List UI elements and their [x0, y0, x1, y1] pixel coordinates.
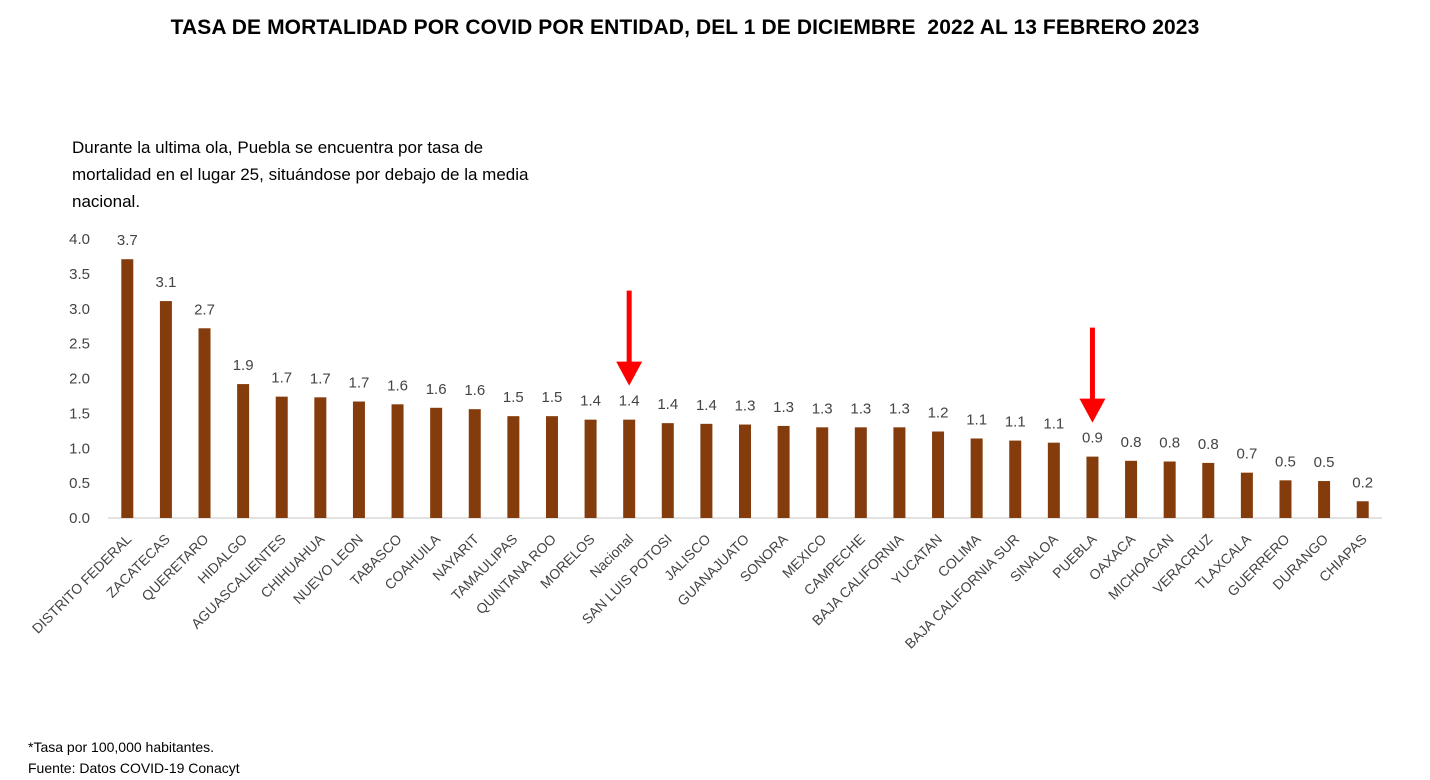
bar — [584, 419, 597, 518]
bar — [854, 427, 867, 518]
bar — [430, 407, 443, 518]
bar — [198, 328, 211, 518]
data-label: 2.7 — [194, 301, 215, 318]
bar — [1047, 442, 1060, 518]
bar — [1163, 461, 1176, 518]
data-label: 0.8 — [1121, 434, 1142, 451]
bar — [1125, 460, 1138, 518]
data-label: 1.1 — [1043, 416, 1064, 433]
data-label: 1.6 — [387, 377, 408, 394]
data-label: 3.7 — [117, 232, 138, 249]
y-tick-label: 3.0 — [69, 301, 90, 318]
data-label: 1.7 — [310, 370, 331, 387]
bar — [1009, 440, 1022, 518]
bar — [661, 423, 674, 518]
data-label: 1.3 — [889, 400, 910, 417]
bar — [739, 424, 751, 518]
y-tick-label: 1.0 — [69, 440, 90, 457]
data-label: 1.4 — [619, 393, 640, 410]
data-label: 1.4 — [580, 393, 601, 410]
data-label: 3.1 — [155, 274, 176, 291]
highlight-arrows — [616, 290, 1106, 423]
category-labels: DISTRITO FEDERALZACATECASQUERETAROHIDALG… — [29, 530, 1370, 651]
data-label: 1.7 — [349, 375, 370, 392]
data-label: 1.3 — [850, 400, 871, 417]
data-label: 1.6 — [426, 381, 447, 398]
highlight-arrow-head — [616, 361, 643, 386]
bar — [1240, 472, 1253, 518]
bar — [1086, 456, 1099, 518]
data-label: 0.8 — [1198, 436, 1219, 453]
y-tick-label: 0.0 — [69, 510, 90, 527]
bar — [1356, 501, 1369, 518]
data-label: 0.9 — [1082, 430, 1103, 447]
bar-chart: 0.0 0.5 1.0 1.5 2.0 2.5 3.0 3.5 4.0 3.7 3.1 2.7 1.9… — [29, 231, 1382, 652]
bar — [391, 404, 404, 518]
data-label: 1.3 — [735, 398, 756, 415]
bars — [121, 259, 1369, 518]
highlight-arrow-head — [1079, 398, 1106, 423]
footnote: *Tasa por 100,000 habitantes. Fuente: Da… — [28, 737, 240, 779]
y-axis: 0.0 0.5 1.0 1.5 2.0 2.5 3.0 3.5 4.0 — [69, 231, 1382, 527]
chart-annotation: Durante la ultima ola, Puebla se encuent… — [72, 138, 529, 211]
bar — [777, 425, 790, 518]
bar — [893, 427, 906, 518]
bar — [1202, 462, 1215, 518]
bar — [159, 301, 172, 518]
bar — [1279, 480, 1292, 518]
chart-title: TASA DE MORTALIDAD POR COVID POR ENTIDAD… — [170, 16, 1200, 39]
bar — [121, 259, 134, 518]
data-label: 1.6 — [464, 382, 485, 399]
data-label: 1.1 — [966, 411, 987, 428]
bar — [507, 416, 520, 518]
data-label: 0.5 — [1314, 454, 1335, 471]
y-tick-label: 2.5 — [69, 336, 90, 353]
bar — [700, 423, 713, 518]
data-label: 0.7 — [1236, 446, 1257, 463]
data-label: 0.5 — [1275, 453, 1296, 470]
data-label: 1.4 — [696, 397, 717, 414]
bar — [970, 438, 983, 518]
bar — [816, 427, 829, 518]
bar — [468, 409, 481, 518]
data-label: 0.2 — [1352, 474, 1373, 491]
bar — [237, 384, 250, 518]
y-tick-label: 4.0 — [69, 231, 90, 248]
bar — [1318, 481, 1331, 518]
category-label: QUERETARO — [138, 531, 211, 604]
data-label: 1.1 — [1005, 414, 1026, 431]
data-label: 0.8 — [1159, 435, 1180, 452]
data-label: 1.5 — [503, 389, 524, 406]
data-label: 1.9 — [233, 357, 254, 374]
bar — [932, 431, 945, 518]
data-label: 1.7 — [271, 370, 292, 387]
data-label: 1.3 — [812, 400, 833, 417]
bar — [352, 401, 365, 518]
bar — [314, 397, 327, 518]
data-label: 1.2 — [928, 405, 949, 422]
data-labels: 3.7 3.1 2.7 1.9 1.7 1.7 1.7 1.6 1.6 1.6 1.5 1.5 1.4 1… — [117, 232, 1373, 491]
data-label: 1.5 — [542, 389, 563, 406]
footnote-rate-note: *Tasa por 100,000 habitantes. — [28, 739, 215, 755]
y-tick-label: 1.5 — [69, 405, 90, 422]
y-tick-label: 2.0 — [69, 371, 90, 388]
footnote-source: Fuente: Datos COVID-19 Conacyt — [28, 760, 240, 776]
data-label: 1.4 — [657, 396, 678, 413]
data-label: 1.3 — [773, 399, 794, 416]
y-tick-label: 0.5 — [69, 475, 90, 492]
bar — [545, 416, 558, 518]
bar — [623, 419, 636, 518]
bar — [275, 396, 288, 518]
y-tick-label: 3.5 — [69, 266, 90, 283]
